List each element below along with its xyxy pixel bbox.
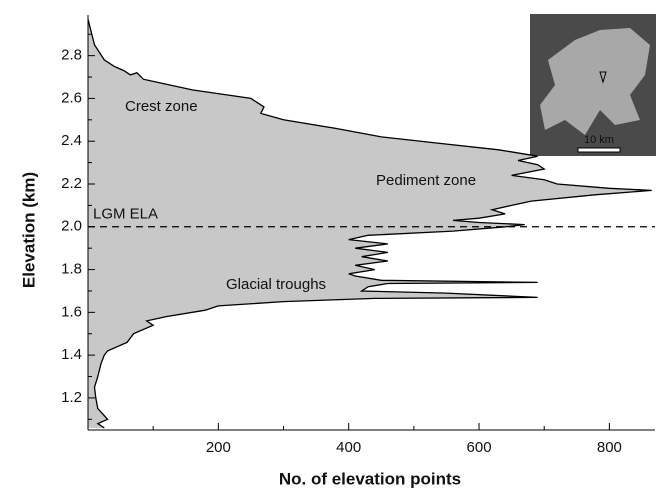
x-axis-title: No. of elevation points — [279, 469, 461, 488]
reference-label: LGM ELA — [93, 206, 158, 223]
y-tick-label: 2.4 — [61, 132, 82, 149]
y-tick-label: 1.8 — [61, 261, 82, 278]
annotation: Glacial troughs — [226, 276, 326, 293]
annotation: Pediment zone — [376, 172, 476, 189]
y-tick-label: 2.0 — [61, 218, 82, 235]
inset-marker — [599, 71, 607, 84]
y-tick-label: 1.2 — [61, 389, 82, 406]
area-outline — [87, 19, 652, 429]
area-fill — [88, 19, 652, 428]
y-axis-title: Elevation (km) — [19, 172, 38, 288]
y-tick-label: 2.8 — [61, 47, 82, 64]
y-tick-label: 1.4 — [61, 346, 82, 363]
y-tick-label: 2.6 — [61, 89, 82, 106]
x-tick-label: 800 — [597, 439, 622, 456]
x-tick-label: 400 — [336, 439, 361, 456]
y-tick-label: 2.2 — [61, 175, 82, 192]
annotation: Crest zone — [125, 98, 198, 115]
x-tick-label: 200 — [206, 439, 231, 456]
inset-map: 10 km — [530, 14, 656, 156]
inset-scale-label: 10 km — [584, 134, 614, 146]
x-tick-label: 600 — [467, 439, 492, 456]
inset-scale-bar — [577, 147, 621, 153]
inset-terrain — [540, 28, 650, 135]
y-tick-label: 1.6 — [61, 303, 82, 320]
